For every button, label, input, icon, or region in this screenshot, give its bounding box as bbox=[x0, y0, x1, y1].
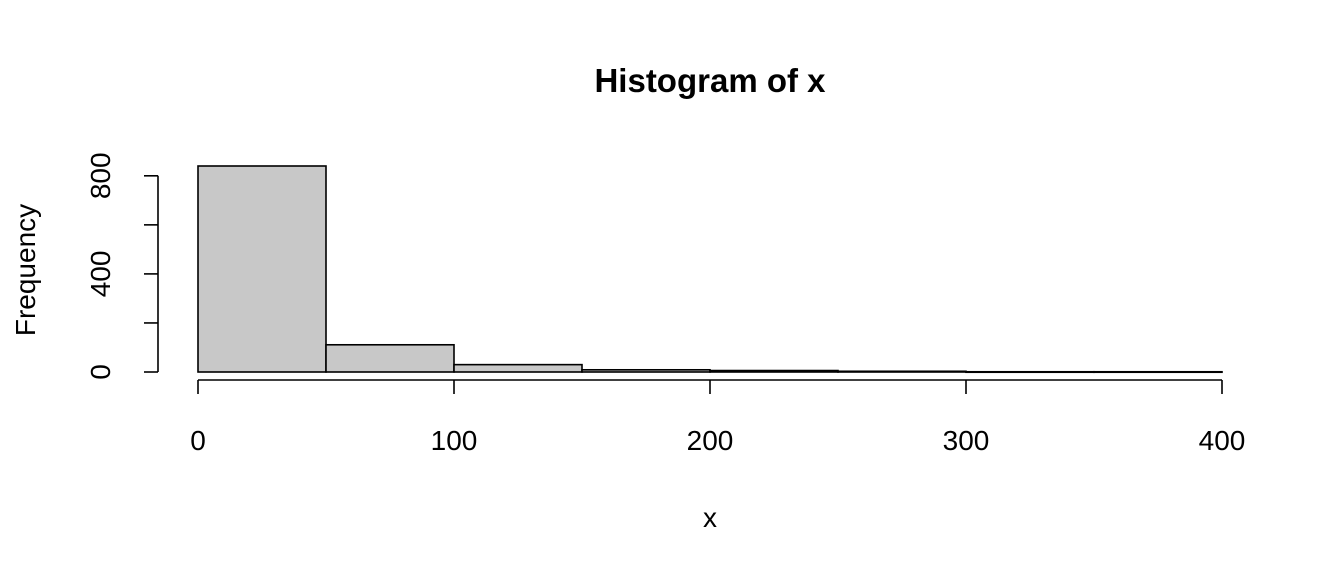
x-axis-label: x bbox=[703, 502, 717, 533]
histogram-bar-6 bbox=[965, 370, 1095, 374]
y-axis: 0 400 800 bbox=[85, 152, 159, 380]
x-tick-label-2: 200 bbox=[687, 425, 734, 456]
x-tick-label-4: 400 bbox=[1199, 425, 1246, 456]
y-tick-label-4: 800 bbox=[85, 152, 116, 199]
histogram-bar-4 bbox=[709, 369, 839, 373]
y-axis-label: Frequency bbox=[10, 204, 41, 336]
histogram-bar-7 bbox=[1093, 370, 1223, 374]
x-tick-label-0: 0 bbox=[190, 425, 206, 456]
chart-title: Histogram of x bbox=[594, 62, 826, 99]
x-axis: 0 100 200 300 400 bbox=[190, 379, 1246, 456]
histogram-bar-2 bbox=[453, 363, 583, 373]
x-tick-label-1: 100 bbox=[431, 425, 478, 456]
y-tick-label-0: 0 bbox=[85, 364, 116, 380]
histogram-bar-0 bbox=[197, 165, 327, 373]
bars-group bbox=[197, 165, 1223, 374]
histogram-bar-3 bbox=[581, 368, 711, 373]
histogram-bar-5 bbox=[837, 370, 967, 373]
y-tick-label-2: 400 bbox=[85, 251, 116, 298]
histogram-bar-1 bbox=[325, 343, 455, 373]
x-tick-label-3: 300 bbox=[943, 425, 990, 456]
